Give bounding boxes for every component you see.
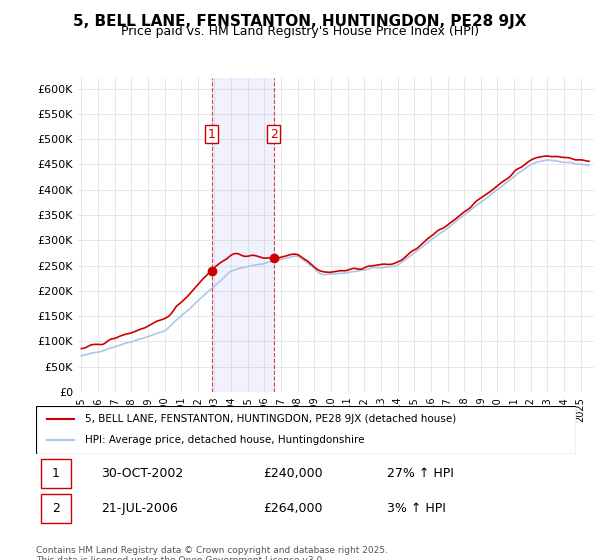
Text: 5, BELL LANE, FENSTANTON, HUNTINGDON, PE28 9JX: 5, BELL LANE, FENSTANTON, HUNTINGDON, PE… xyxy=(73,14,527,29)
Text: HPI: Average price, detached house, Huntingdonshire: HPI: Average price, detached house, Hunt… xyxy=(85,435,364,445)
Text: 30-OCT-2002: 30-OCT-2002 xyxy=(101,466,183,480)
Text: £240,000: £240,000 xyxy=(263,466,322,480)
Text: 3% ↑ HPI: 3% ↑ HPI xyxy=(387,502,446,515)
Text: 27% ↑ HPI: 27% ↑ HPI xyxy=(387,466,454,480)
Text: 1: 1 xyxy=(52,466,60,480)
Text: 21-JUL-2006: 21-JUL-2006 xyxy=(101,502,178,515)
Text: Contains HM Land Registry data © Crown copyright and database right 2025.
This d: Contains HM Land Registry data © Crown c… xyxy=(36,546,388,560)
Bar xyxy=(212,78,274,392)
Text: 5, BELL LANE, FENSTANTON, HUNTINGDON, PE28 9JX (detached house): 5, BELL LANE, FENSTANTON, HUNTINGDON, PE… xyxy=(85,414,456,424)
Text: 1: 1 xyxy=(208,128,215,141)
FancyBboxPatch shape xyxy=(41,459,71,488)
FancyBboxPatch shape xyxy=(41,494,71,523)
Text: £264,000: £264,000 xyxy=(263,502,322,515)
FancyBboxPatch shape xyxy=(36,406,576,454)
Text: 2: 2 xyxy=(52,502,60,515)
Text: Price paid vs. HM Land Registry's House Price Index (HPI): Price paid vs. HM Land Registry's House … xyxy=(121,25,479,38)
Text: 2: 2 xyxy=(269,128,278,141)
